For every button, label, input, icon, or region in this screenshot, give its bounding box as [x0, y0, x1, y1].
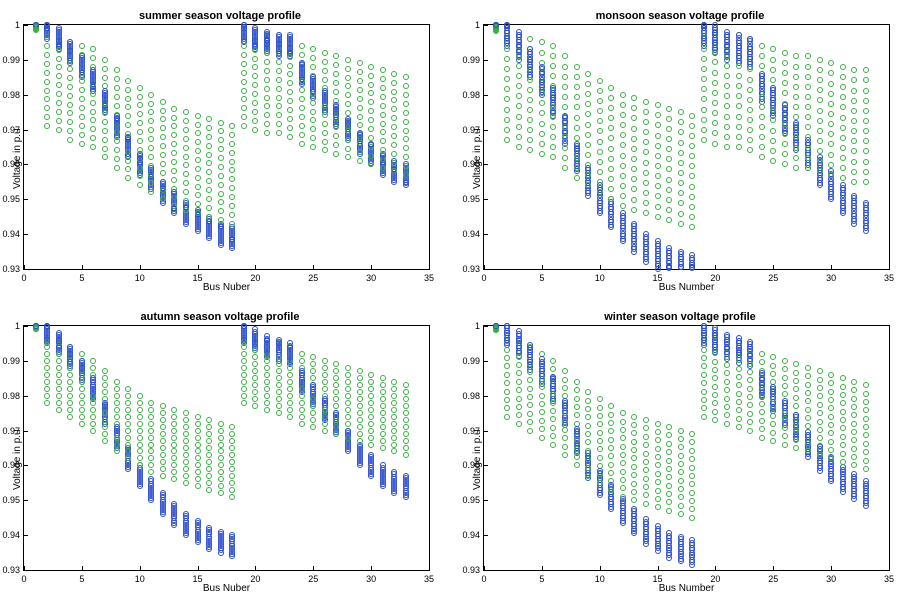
chart-title: autumn season voltage profile	[141, 311, 300, 323]
y-tick-label: 0.94	[454, 229, 480, 239]
x-tick-label: 35	[424, 574, 434, 584]
y-tick-label: 0.98	[0, 391, 20, 401]
y-tick-label: 1	[0, 20, 20, 30]
x-tick-label: 15	[653, 574, 663, 584]
plot-area: 0.930.940.950.960.970.980.99105101520253…	[23, 325, 430, 571]
x-tick-label: 15	[193, 574, 203, 584]
x-tick-label: 30	[826, 273, 836, 283]
x-tick-label: 5	[79, 574, 84, 584]
x-tick-label: 10	[135, 273, 145, 283]
panel-winter: winter season voltage profileVoltage in …	[470, 311, 890, 594]
y-tick-label: 0.99	[454, 356, 480, 366]
plot-wrap: Voltage in p.u0.930.940.950.960.970.980.…	[470, 24, 890, 293]
plot-area: 0.930.940.950.960.970.980.99105101520253…	[483, 24, 890, 270]
y-tick-label: 1	[454, 20, 480, 30]
y-tick-label: 0.95	[454, 194, 480, 204]
x-tick-label: 0	[481, 574, 486, 584]
x-tick-label: 25	[308, 273, 318, 283]
x-tick-label: 0	[21, 574, 26, 584]
x-axis-label: Bus Nuber	[23, 583, 430, 594]
chart-grid: summer season voltage profileVoltage in …	[10, 10, 890, 594]
y-tick-label: 0.93	[0, 264, 20, 274]
y-tick-label: 0.98	[454, 90, 480, 100]
y-tick-label: 0.97	[0, 426, 20, 436]
y-tick-label: 0.94	[0, 229, 20, 239]
y-tick-label: 0.96	[0, 159, 20, 169]
x-tick-label: 20	[250, 273, 260, 283]
chart-title: monsoon season voltage profile	[596, 10, 765, 22]
y-tick-label: 0.93	[454, 264, 480, 274]
x-tick-label: 15	[193, 273, 203, 283]
x-tick-label: 5	[539, 273, 544, 283]
x-tick-label: 35	[424, 273, 434, 283]
x-axis-label: Bus Number	[483, 583, 890, 594]
panel-autumn: autumn season voltage profileVoltage in …	[10, 311, 430, 594]
y-tick-label: 0.98	[454, 391, 480, 401]
y-tick-label: 1	[0, 321, 20, 331]
x-tick-label: 20	[710, 273, 720, 283]
panel-summer: summer season voltage profileVoltage in …	[10, 10, 430, 293]
x-tick-label: 25	[768, 574, 778, 584]
panel-monsoon: monsoon season voltage profileVoltage in…	[470, 10, 890, 293]
y-tick-label: 0.96	[0, 460, 20, 470]
x-tick-label: 30	[826, 574, 836, 584]
y-tick-label: 0.97	[454, 426, 480, 436]
x-tick-label: 5	[79, 273, 84, 283]
x-tick-label: 0	[21, 273, 26, 283]
y-tick-label: 0.95	[0, 495, 20, 505]
y-tick-label: 0.93	[454, 565, 480, 575]
y-tick-label: 0.96	[454, 159, 480, 169]
x-tick-label: 35	[884, 574, 894, 584]
x-tick-label: 30	[366, 574, 376, 584]
plot-area: 0.930.940.950.960.970.980.99105101520253…	[23, 24, 430, 270]
x-tick-label: 10	[595, 574, 605, 584]
y-tick-label: 0.95	[0, 194, 20, 204]
y-tick-label: 0.93	[0, 565, 20, 575]
y-tick-label: 0.97	[0, 125, 20, 135]
x-tick-label: 35	[884, 273, 894, 283]
x-tick-label: 5	[539, 574, 544, 584]
x-tick-label: 15	[653, 273, 663, 283]
chart-title: summer season voltage profile	[139, 10, 301, 22]
y-tick-label: 1	[454, 321, 480, 331]
x-tick-label: 10	[135, 574, 145, 584]
x-tick-label: 0	[481, 273, 486, 283]
y-tick-label: 0.99	[0, 55, 20, 65]
x-tick-label: 25	[308, 574, 318, 584]
plot-wrap: Voltage in p.u0.930.940.950.960.970.980.…	[10, 325, 430, 594]
x-axis-label: Bus Number	[483, 282, 890, 293]
y-tick-label: 0.96	[454, 460, 480, 470]
chart-title: winter season voltage profile	[604, 311, 756, 323]
y-tick-label: 0.99	[0, 356, 20, 366]
x-tick-label: 25	[768, 273, 778, 283]
y-tick-label: 0.97	[454, 125, 480, 135]
plot-wrap: Voltage in p.u0.930.940.950.960.970.980.…	[10, 24, 430, 293]
y-tick-label: 0.94	[0, 530, 20, 540]
x-tick-label: 20	[250, 574, 260, 584]
plot-area: 0.930.940.950.960.970.980.99105101520253…	[483, 325, 890, 571]
y-tick-label: 0.95	[454, 495, 480, 505]
y-tick-label: 0.94	[454, 530, 480, 540]
x-tick-label: 20	[710, 574, 720, 584]
x-tick-label: 30	[366, 273, 376, 283]
x-axis-label: Bus Nuber	[23, 282, 430, 293]
x-tick-label: 10	[595, 273, 605, 283]
plot-wrap: Voltage in p.u0.930.940.950.960.970.980.…	[470, 325, 890, 594]
y-tick-label: 0.98	[0, 90, 20, 100]
y-tick-label: 0.99	[454, 55, 480, 65]
